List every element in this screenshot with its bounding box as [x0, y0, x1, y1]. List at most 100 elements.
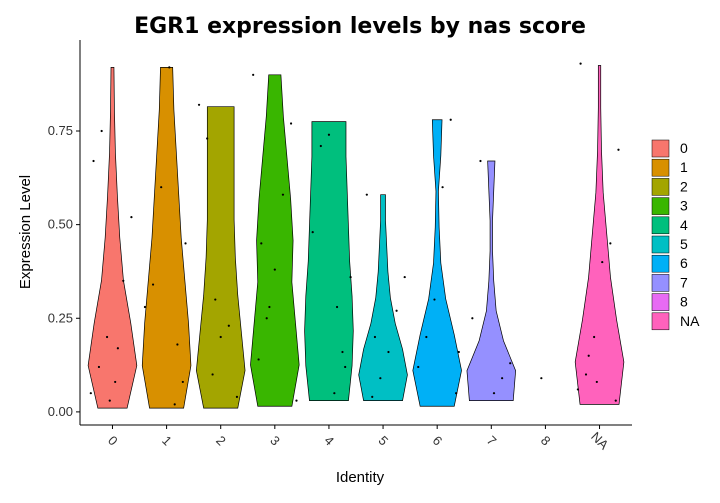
data-point: [184, 242, 187, 245]
legend-swatch: [651, 293, 670, 311]
legend-label: 5: [680, 236, 688, 252]
data-point: [501, 377, 504, 380]
data-point: [265, 317, 268, 320]
x-tick-label: 7: [484, 433, 500, 449]
x-tick-label: 4: [321, 433, 337, 449]
data-point: [173, 403, 176, 406]
data-point: [176, 343, 179, 346]
data-point: [114, 380, 117, 384]
data-point: [509, 362, 512, 365]
data-point: [206, 137, 209, 140]
legend-swatch: [651, 274, 670, 292]
data-point: [457, 350, 460, 354]
violin: [358, 194, 408, 402]
violin: [250, 74, 300, 407]
legend-label: NA: [680, 313, 700, 329]
y-tick-label: 0.75: [48, 123, 73, 138]
data-point: [579, 62, 582, 65]
data-point: [319, 144, 322, 148]
data-point: [227, 324, 230, 327]
data-point: [181, 380, 184, 384]
data-point: [576, 388, 579, 391]
violin: [412, 119, 462, 407]
data-point: [100, 129, 103, 133]
legend-swatch: [651, 254, 670, 273]
legend-swatch: [651, 158, 670, 177]
x-tick-label: NA: [588, 429, 612, 453]
data-point: [395, 309, 398, 312]
data-point: [252, 73, 255, 76]
data-point: [333, 392, 336, 395]
data-point: [584, 373, 588, 376]
data-point: [373, 335, 377, 339]
x-tick-label: 5: [376, 433, 392, 449]
legend-swatch: [651, 197, 670, 215]
data-point: [311, 231, 314, 234]
data-point: [349, 275, 352, 279]
data-point: [211, 373, 214, 376]
data-point: [219, 335, 222, 339]
data-point: [257, 358, 260, 361]
data-point: [268, 305, 271, 309]
legend-label: 0: [680, 140, 688, 156]
y-axis-title: Expression Level: [17, 175, 34, 289]
data-point: [379, 377, 382, 380]
data-point: [92, 159, 95, 163]
data-point: [273, 268, 276, 271]
data-point: [89, 392, 92, 395]
data-point: [260, 242, 263, 245]
legend-swatch: [651, 178, 670, 196]
legend-label: 4: [680, 217, 688, 233]
violin: [466, 160, 517, 402]
legend-swatch: [651, 216, 670, 235]
x-tick-label: 0: [105, 433, 121, 449]
data-point: [449, 118, 452, 121]
x-tick-label: 3: [267, 433, 283, 449]
data-point: [327, 133, 331, 136]
data-point: [593, 335, 596, 339]
legend-label: 7: [680, 274, 688, 290]
data-point: [387, 350, 390, 354]
data-point: [122, 279, 125, 282]
data-point: [289, 122, 293, 125]
data-point: [197, 103, 201, 106]
data-point: [403, 275, 406, 279]
data-point: [492, 392, 496, 395]
data-point: [281, 193, 285, 196]
violin: [87, 66, 138, 409]
y-tick-label: 0.50: [48, 217, 73, 232]
x-tick-label: 1: [159, 433, 175, 449]
data-point: [168, 66, 171, 69]
data-point: [441, 186, 444, 189]
data-point: [335, 305, 339, 309]
x-tick-label: 6: [430, 433, 446, 449]
data-point: [587, 354, 590, 357]
legend-swatch: [651, 235, 670, 254]
violin: [574, 65, 625, 405]
data-point: [540, 377, 543, 380]
data-point: [97, 365, 101, 369]
data-point: [295, 399, 298, 402]
data-point: [235, 395, 239, 399]
y-tick-label: 0.00: [48, 404, 73, 419]
x-tick-label: 2: [213, 433, 229, 449]
data-point: [108, 399, 111, 402]
data-point: [365, 193, 368, 196]
legend-swatch: [651, 139, 670, 158]
legend-label: 2: [680, 178, 688, 194]
data-point: [417, 365, 420, 369]
data-point: [425, 335, 428, 339]
data-point: [617, 148, 620, 151]
data-point: [160, 186, 163, 189]
data-point: [341, 350, 344, 354]
legend-label: 8: [680, 294, 688, 310]
data-point: [595, 380, 598, 384]
data-point: [455, 392, 458, 395]
legend-label: 6: [680, 255, 688, 271]
legend-label: 1: [680, 159, 688, 175]
x-axis-title: Identity: [336, 469, 385, 486]
data-point: [143, 305, 147, 309]
data-point: [105, 335, 109, 339]
data-point: [371, 395, 374, 399]
data-point: [471, 317, 474, 320]
